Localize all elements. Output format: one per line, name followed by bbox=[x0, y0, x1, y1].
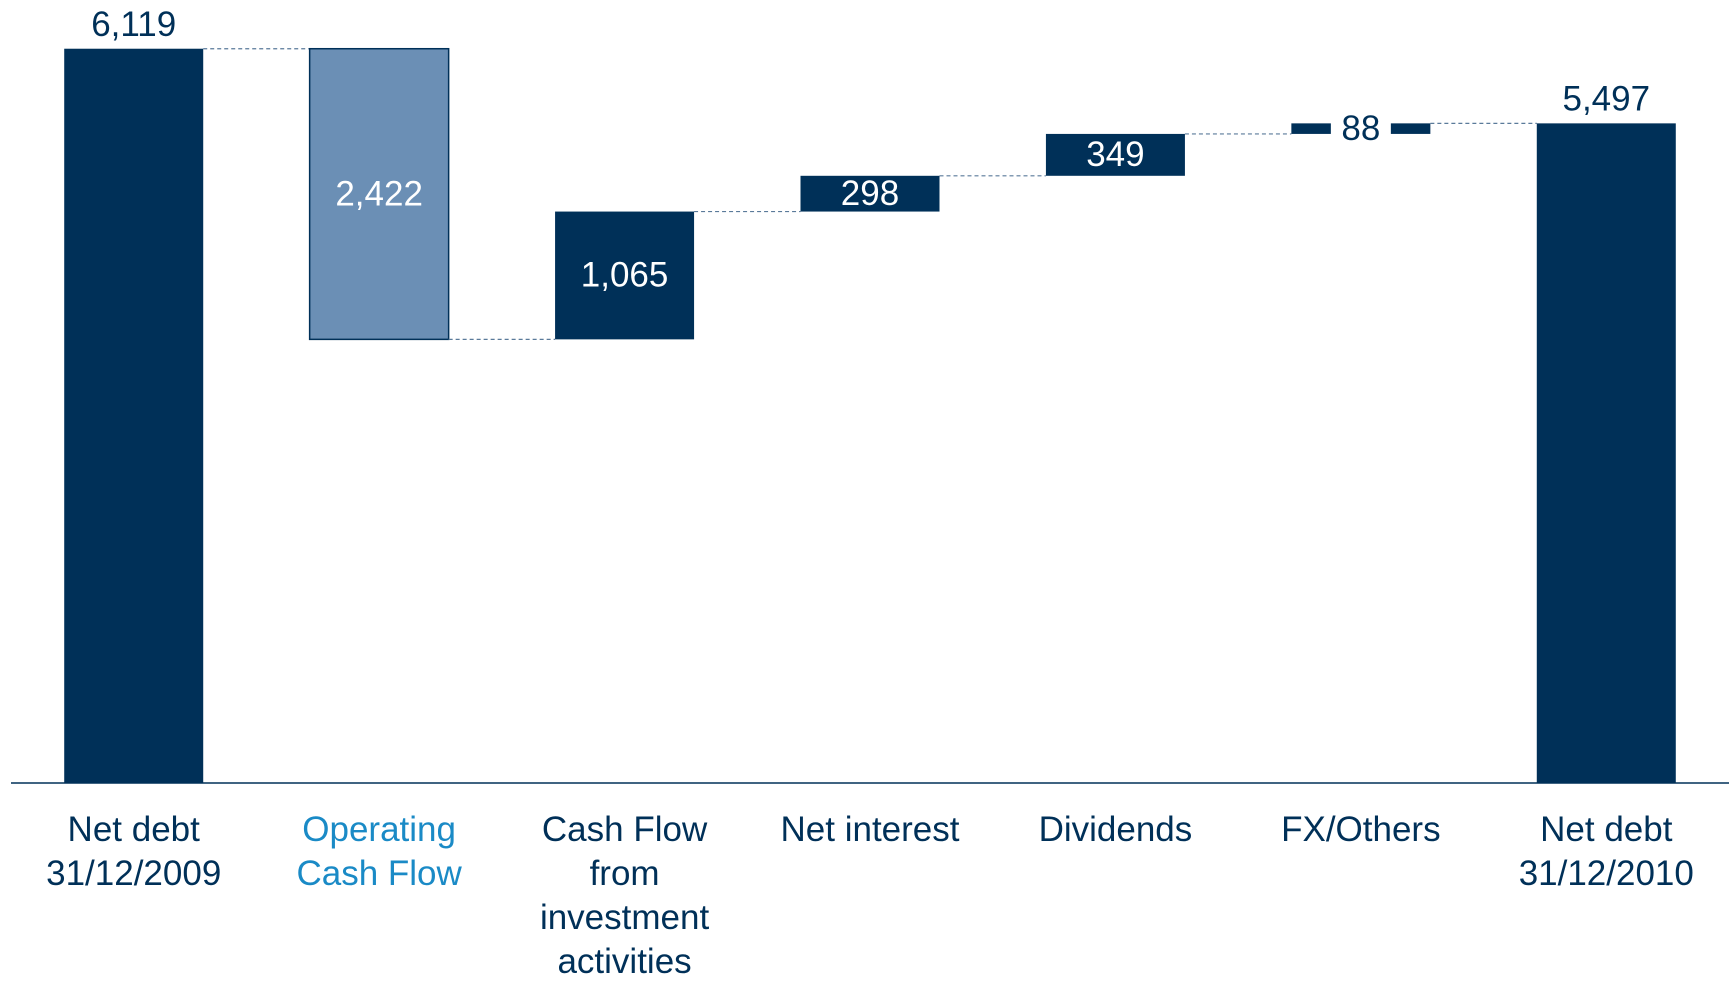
bar bbox=[308, 47, 450, 341]
value-label: 298 bbox=[841, 174, 899, 213]
bar bbox=[64, 48, 204, 784]
x-tick-label: Net debt 31/12/2010 bbox=[1518, 810, 1694, 893]
label-background bbox=[1330, 110, 1391, 147]
value-label: 349 bbox=[1086, 135, 1144, 174]
value-label: 5,497 bbox=[1562, 80, 1650, 119]
chart: 6,119 2,422 1,065 298 349 88 5,497 Net debt 31… bbox=[11, 5, 1729, 981]
x-tick-label: Net interest bbox=[780, 810, 960, 849]
x-tick-label: Operating Cash Flow bbox=[296, 810, 462, 893]
value-label: 2,422 bbox=[335, 174, 423, 213]
value-label: 1,065 bbox=[581, 256, 669, 295]
x-tick-label: Cash Flow from investment activities bbox=[539, 810, 710, 981]
value-label: 6,119 bbox=[91, 5, 176, 44]
x-tick-label: FX/Others bbox=[1281, 810, 1441, 849]
value-label: 88 bbox=[1341, 109, 1380, 148]
bar bbox=[555, 211, 695, 340]
bar bbox=[1536, 123, 1676, 784]
bar bbox=[800, 175, 940, 212]
x-tick-label: Net debt 31/12/2009 bbox=[46, 810, 222, 893]
chart-svg: 6,119 2,422 1,065 298 349 88 5,497 bbox=[11, 5, 1729, 784]
x-tick-label: Dividends bbox=[1038, 810, 1193, 849]
bar bbox=[1045, 133, 1185, 176]
